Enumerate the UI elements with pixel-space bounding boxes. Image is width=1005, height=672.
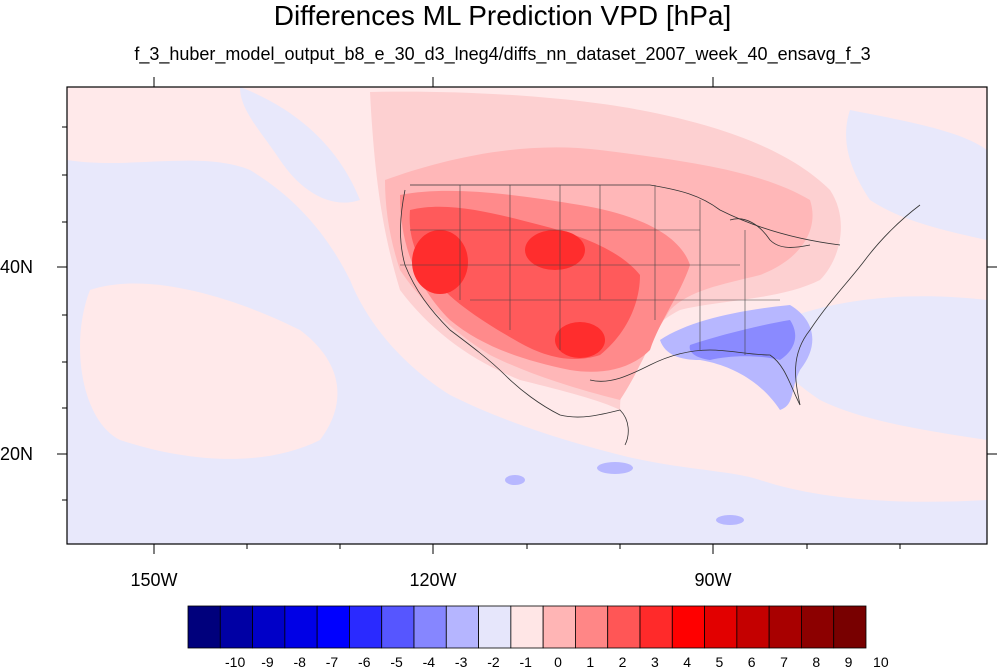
colorbar-tick-label: 5 [715,654,724,670]
colorbar-tick-label: -4 [422,654,436,670]
lon-label-90w: 90W [694,570,732,590]
colorbar-tick-label: 10 [873,654,889,670]
colorbar-tick-label: 8 [812,654,821,670]
colorbar-swatch [187,605,221,649]
coastlines [400,184,921,446]
north-atlantic-light-blue-patch [846,110,987,240]
west-coast-outline [400,189,506,376]
colorbar-swatch [768,605,802,649]
colorbar-swatch [381,605,415,649]
colorbar-swatch [736,605,770,649]
colorbar-tick-label: -8 [293,654,306,670]
atlantic-light-blue-patch [760,296,987,440]
gulf-negative-patch [505,475,525,485]
colorbar-swatch [704,605,738,649]
lat-label-40n: 40N [0,257,34,277]
texas-hotspot [555,322,605,358]
colorbar-swatch [252,605,286,649]
colorbar-swatch [413,605,447,649]
colorado-hotspot [525,230,585,270]
colorbar-tick-label: -5 [390,654,403,670]
colorbar-tick-label: 2 [618,654,627,670]
colorbar-tick-label: 0 [554,654,562,670]
colorbar [187,605,867,649]
colorbar-swatch [478,605,512,649]
east-coast-outline [795,204,921,406]
colorbar-swatch [575,605,609,649]
colorbar-tick-label: -9 [261,654,274,670]
colorbar-tick-label: 7 [780,654,788,670]
us-canada-border [410,184,841,246]
colorbar-tick-label: 6 [747,654,756,670]
state-borders [400,185,780,355]
colorbar-swatch [284,605,318,649]
colorbar-swatch [316,605,350,649]
colorbar-swatch [445,605,479,649]
colorbar-swatch [639,605,673,649]
colorbar-tick-label: -2 [487,654,500,670]
colorbar-swatch [349,605,383,649]
colorbar-swatch [671,605,705,649]
pacific-light-pink-patch [80,283,338,459]
map-title: Differences ML Prediction VPD [hPa] [273,0,732,31]
colorbar-swatch [510,605,544,649]
colorbar-swatch [801,605,835,649]
california-hotspot [412,230,468,294]
latitude-ticks [57,126,997,501]
map-subtitle: f_3_huber_model_output_b8_e_30_d3_lneg4/… [134,44,871,64]
colorbar-tick-label: 1 [586,654,595,670]
colorbar-tick-label: -1 [519,654,532,670]
longitude-ticks [153,77,901,554]
colorbar-tick-label: 9 [844,654,853,670]
great-lakes-outline [729,218,811,248]
lon-label-150w: 150W [130,570,178,590]
colorbar-swatch [607,605,641,649]
colorbar-tick-label: -3 [454,654,468,670]
lon-label-120w: 120W [409,570,457,590]
colorbar-swatch [542,605,576,649]
map-field [67,87,987,544]
colorbar-tick-label: -6 [358,654,371,670]
colorbar-tick-label: 3 [650,654,659,670]
gulf-coast-outline [589,349,801,406]
colorbar-tick-label: -10 [225,654,246,670]
colorbar-tick-label: -7 [325,654,339,670]
lat-label-20n: 20N [0,444,34,464]
colorbar-swatch [833,605,867,649]
colorbar-swatch [219,605,253,649]
mexico-coast-outline [504,374,629,446]
colorbar-tick-label: 4 [683,654,692,670]
central-america-negative-patch [716,515,744,525]
caribbean-negative-patch [597,462,633,474]
arctic-light-blue-patch [240,87,360,203]
